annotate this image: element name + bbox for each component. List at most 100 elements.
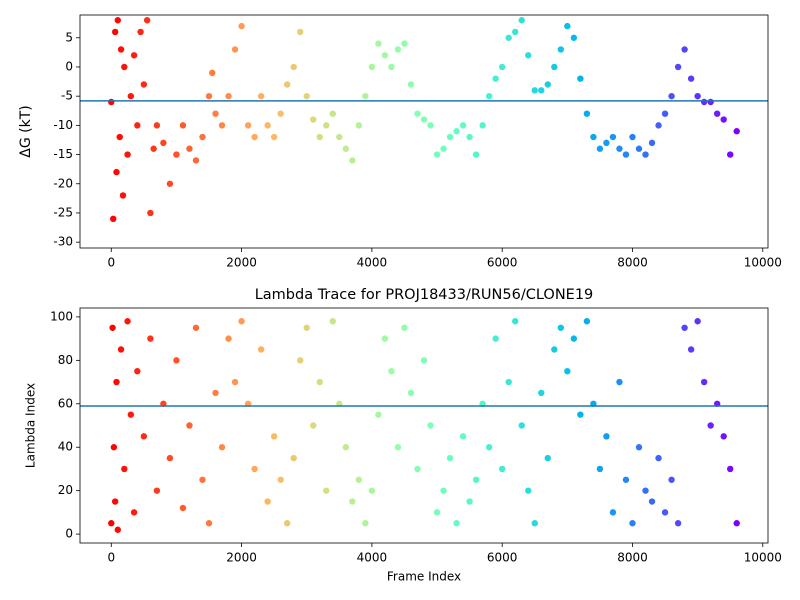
point [727, 465, 734, 473]
point [498, 465, 506, 473]
point [648, 139, 656, 147]
point [733, 520, 740, 527]
point [538, 87, 545, 94]
point [124, 318, 131, 325]
point [349, 157, 356, 164]
point [336, 133, 343, 141]
point [394, 46, 402, 53]
point [616, 145, 623, 152]
point [368, 63, 376, 71]
y-tick-label: 60 [58, 396, 73, 410]
point [166, 180, 174, 187]
point [570, 335, 578, 342]
point [661, 110, 669, 117]
point [127, 411, 135, 418]
point [551, 346, 558, 353]
point [173, 151, 180, 158]
point [111, 28, 119, 36]
x-tick-label: 8000 [617, 551, 648, 565]
point [512, 318, 519, 325]
point [231, 378, 239, 386]
point [713, 110, 721, 117]
point [116, 133, 123, 141]
point [453, 128, 460, 135]
point [681, 324, 688, 331]
point [225, 92, 232, 100]
point [303, 92, 310, 100]
point [349, 498, 356, 505]
y-tick-label: -15 [53, 147, 73, 161]
point [512, 28, 519, 36]
point [629, 133, 636, 141]
point [472, 151, 480, 158]
point [388, 368, 395, 375]
y-tick-label: -10 [53, 118, 73, 132]
y-tick-label: 0 [65, 59, 73, 73]
point [440, 145, 447, 152]
point [130, 509, 138, 516]
point [616, 378, 623, 386]
x-tick-label: 8000 [617, 256, 648, 270]
point [531, 87, 538, 94]
point [583, 318, 591, 325]
y-tick-label: -25 [53, 205, 73, 219]
y-tick-label: 0 [65, 527, 73, 541]
point [130, 52, 138, 59]
point [459, 122, 467, 129]
point [518, 17, 525, 24]
point [290, 63, 297, 71]
point [109, 324, 116, 331]
point [407, 389, 415, 397]
point [257, 346, 265, 353]
point [642, 487, 649, 494]
point [290, 454, 297, 462]
point [310, 116, 317, 123]
point [577, 411, 584, 418]
point [544, 81, 551, 88]
point [485, 444, 493, 451]
point [124, 151, 131, 158]
point [694, 92, 701, 100]
point [401, 40, 408, 47]
point [186, 145, 193, 152]
point [113, 378, 120, 386]
point [283, 81, 291, 88]
point [564, 368, 571, 375]
point [394, 444, 402, 451]
point [323, 487, 330, 494]
point [110, 215, 117, 223]
point [420, 116, 428, 123]
point [362, 92, 369, 100]
point [414, 110, 421, 117]
point [603, 139, 610, 147]
point [544, 454, 551, 462]
point [492, 75, 499, 82]
point [687, 346, 695, 353]
point [557, 324, 565, 331]
y-tick-label: 5 [65, 30, 73, 44]
point [707, 422, 714, 429]
point [466, 133, 473, 141]
point [329, 110, 336, 117]
x-tick-label: 10000 [744, 256, 782, 270]
point [251, 465, 258, 473]
point [212, 110, 219, 117]
x-tick-label: 4000 [357, 256, 388, 270]
point [485, 92, 493, 100]
point [186, 422, 193, 429]
point [466, 498, 473, 505]
point [173, 357, 180, 364]
point [121, 465, 128, 473]
point [297, 357, 304, 364]
point [205, 92, 213, 100]
point [564, 22, 571, 30]
point [355, 476, 363, 483]
point [114, 526, 121, 533]
point [192, 324, 200, 331]
point [225, 335, 232, 342]
point [388, 63, 395, 71]
point [596, 465, 604, 473]
point [270, 433, 278, 440]
point [401, 324, 408, 331]
point [316, 133, 323, 141]
